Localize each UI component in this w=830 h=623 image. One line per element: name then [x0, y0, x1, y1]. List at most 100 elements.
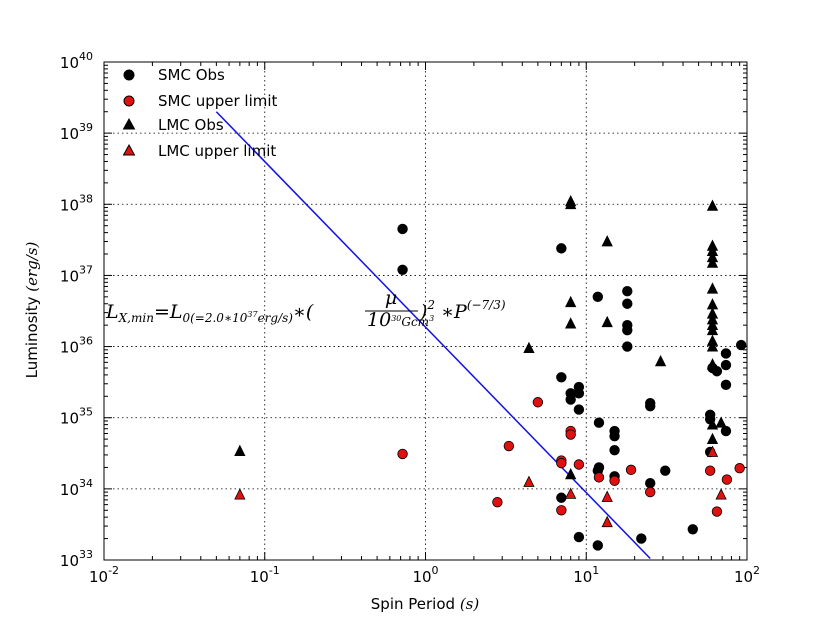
point-lmc-obs	[706, 199, 719, 211]
x-axis-label: Spin Period (s)	[371, 595, 480, 613]
y-tick-label: 1033	[60, 548, 93, 570]
point-smc-upper-limit	[734, 463, 745, 474]
x-tick-label: 10-1	[250, 564, 280, 586]
point-smc-obs	[565, 394, 576, 405]
point-lmc-obs	[234, 444, 246, 456]
point-lmc-obs	[654, 354, 667, 367]
point-smc-obs	[556, 243, 567, 254]
x-tick-label: 101	[573, 564, 599, 586]
point-smc-obs	[645, 478, 656, 489]
y-tick-label: 1040	[60, 50, 93, 72]
y-tick-label: 1035	[60, 406, 93, 428]
point-lmc-upper-limit	[715, 488, 727, 500]
point-lmc-upper-limit	[706, 445, 719, 457]
point-smc-obs	[660, 465, 671, 476]
point-smc-obs	[720, 425, 732, 437]
legend-marker-lmc-upper-limit	[122, 143, 136, 156]
legend: SMC Obs SMC upper limit LMC Obs LMC uppe…	[122, 66, 278, 160]
point-smc-upper-limit	[556, 457, 567, 469]
point-smc-obs	[735, 339, 747, 351]
point-smc-upper-limit	[609, 475, 620, 486]
point-smc-obs	[636, 533, 647, 544]
point-smc-obs	[573, 531, 585, 543]
x-tick-label: 100	[412, 564, 438, 586]
legend-marker-smc-obs	[123, 69, 135, 81]
point-lmc-obs	[706, 418, 719, 430]
point-lmc-obs	[565, 197, 577, 210]
point-lmc-obs	[565, 467, 577, 480]
point-lmc-obs	[601, 235, 613, 247]
point-smc-obs	[720, 379, 732, 391]
point-smc-upper-limit	[573, 459, 585, 470]
point-smc-obs	[592, 291, 604, 303]
point-smc-obs	[720, 348, 732, 359]
y-tick-label: 1034	[60, 477, 93, 499]
point-smc-upper-limit	[503, 440, 515, 452]
legend-marker-lmc-obs	[122, 117, 136, 130]
point-lmc-obs	[706, 340, 719, 352]
y-tick-labels: 1033 1034 1035 1036 1037 1038 1039 1040	[60, 50, 93, 570]
point-smc-upper-limit	[556, 505, 567, 516]
point-smc-obs	[622, 324, 633, 336]
point-smc-obs	[622, 286, 633, 297]
legend-label-lmc-obs: LMC Obs	[158, 116, 224, 134]
point-lmc-obs	[706, 432, 719, 445]
point-smc-upper-limit	[397, 448, 408, 460]
svg-text:μ: μ	[385, 287, 397, 309]
svg-text:LX,min=L0(=2.0∗1037erg/s)∗(: LX,min=L0(=2.0∗1037erg/s)∗(	[105, 301, 314, 325]
tick-marks	[103, 61, 748, 561]
legend-marker-smc-upper-limit	[123, 95, 135, 107]
point-smc-obs	[622, 341, 633, 352]
point-smc-upper-limit	[593, 472, 605, 483]
point-smc-obs	[573, 404, 585, 415]
point-lmc-obs	[715, 416, 727, 428]
y-tick-label: 1036	[60, 335, 93, 357]
point-smc-obs	[593, 417, 605, 428]
y-tick-label: 1038	[60, 192, 93, 214]
point-smc-obs	[397, 264, 408, 275]
point-smc-obs	[397, 223, 408, 235]
point-smc-obs	[609, 444, 620, 456]
point-lmc-obs	[601, 315, 613, 328]
y-tick-label: 1039	[60, 121, 93, 143]
x-tick-labels: 10-2 10-1 100 101 102	[89, 564, 760, 586]
point-lmc-upper-limit	[565, 487, 577, 499]
x-tick-label: 102	[734, 564, 760, 586]
point-smc-obs	[622, 298, 633, 309]
svg-text:1030Gcm3: 1030Gcm3	[367, 309, 434, 331]
point-lmc-upper-limit	[234, 488, 246, 500]
point-smc-upper-limit	[645, 486, 656, 498]
point-smc-obs	[687, 524, 698, 535]
plot-frame	[103, 61, 748, 561]
point-smc-obs	[556, 492, 567, 503]
fit-line	[215, 111, 651, 560]
point-lmc-obs	[706, 256, 719, 268]
legend-label-lmc-upper-limit: LMC upper limit	[158, 142, 276, 160]
minimum-luminosity-line	[215, 111, 651, 560]
point-lmc-obs	[565, 317, 577, 329]
point-smc-obs	[556, 372, 567, 383]
y-axis-label: Luminosity (erg/s)	[23, 242, 41, 379]
data-points	[234, 194, 747, 551]
point-lmc-obs	[523, 341, 535, 354]
point-smc-upper-limit	[721, 474, 733, 485]
point-lmc-upper-limit	[601, 490, 613, 502]
point-smc-upper-limit	[565, 429, 576, 440]
formula-annotation: LX,min=L0(=2.0∗1037erg/s)∗( μ 1030Gcm3 )…	[105, 287, 506, 331]
point-smc-upper-limit	[532, 397, 544, 408]
point-smc-upper-limit	[711, 506, 723, 517]
legend-label-smc-obs: SMC Obs	[158, 66, 225, 84]
point-lmc-obs	[706, 282, 719, 294]
point-lmc-upper-limit	[523, 475, 535, 487]
point-smc-obs	[592, 540, 604, 551]
point-smc-obs	[609, 430, 620, 442]
point-smc-upper-limit	[704, 465, 716, 476]
x-tick-label: 10-2	[89, 564, 119, 586]
point-smc-obs	[573, 388, 585, 399]
point-smc-upper-limit	[492, 496, 503, 508]
legend-label-smc-upper-limit: SMC upper limit	[158, 92, 278, 110]
point-smc-upper-limit	[625, 464, 637, 476]
point-lmc-obs	[706, 358, 719, 370]
point-smc-obs	[645, 401, 656, 412]
